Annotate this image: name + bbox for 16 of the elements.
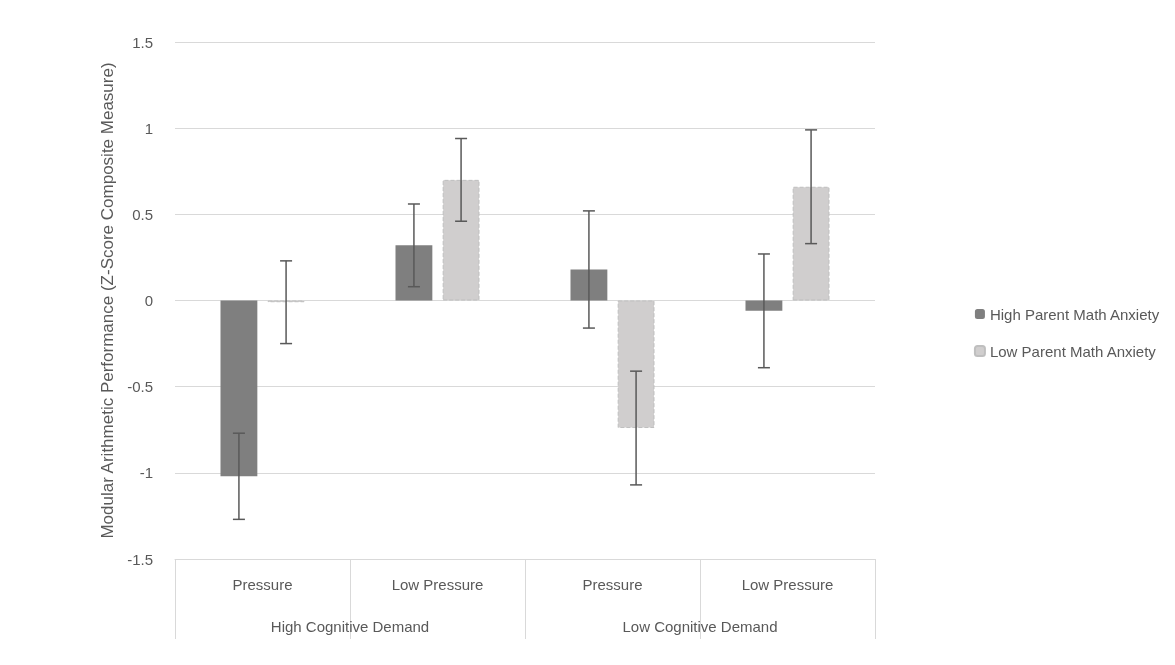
y-tick-label: 1.5	[132, 33, 153, 51]
y-tick-label: -0.5	[127, 378, 153, 396]
y-tick-label: -1	[139, 464, 153, 482]
x-tick-label: Pressure	[232, 576, 293, 593]
x-tick-label: Low Pressure	[391, 576, 484, 593]
y-tick-label: 1	[144, 119, 153, 137]
y-axis-title: Modular Arithmetic Performance (Z-Score Composite Measure)	[98, 62, 118, 539]
y-tick-label: 0	[144, 292, 153, 309]
x-tick-label: Low Pressure	[741, 576, 834, 593]
legend-label: High Parent Math Anxiety	[989, 305, 1160, 323]
x-tick-label: Pressure	[582, 576, 643, 593]
legend-label: Low Parent Math Anxiety	[989, 342, 1157, 360]
text: High Cognitive Demand	[270, 618, 430, 635]
y-tick-label: -1.5	[127, 550, 153, 568]
y-tick-label: 0.5	[132, 205, 153, 223]
text: Low Cognitive Demand	[622, 618, 778, 635]
